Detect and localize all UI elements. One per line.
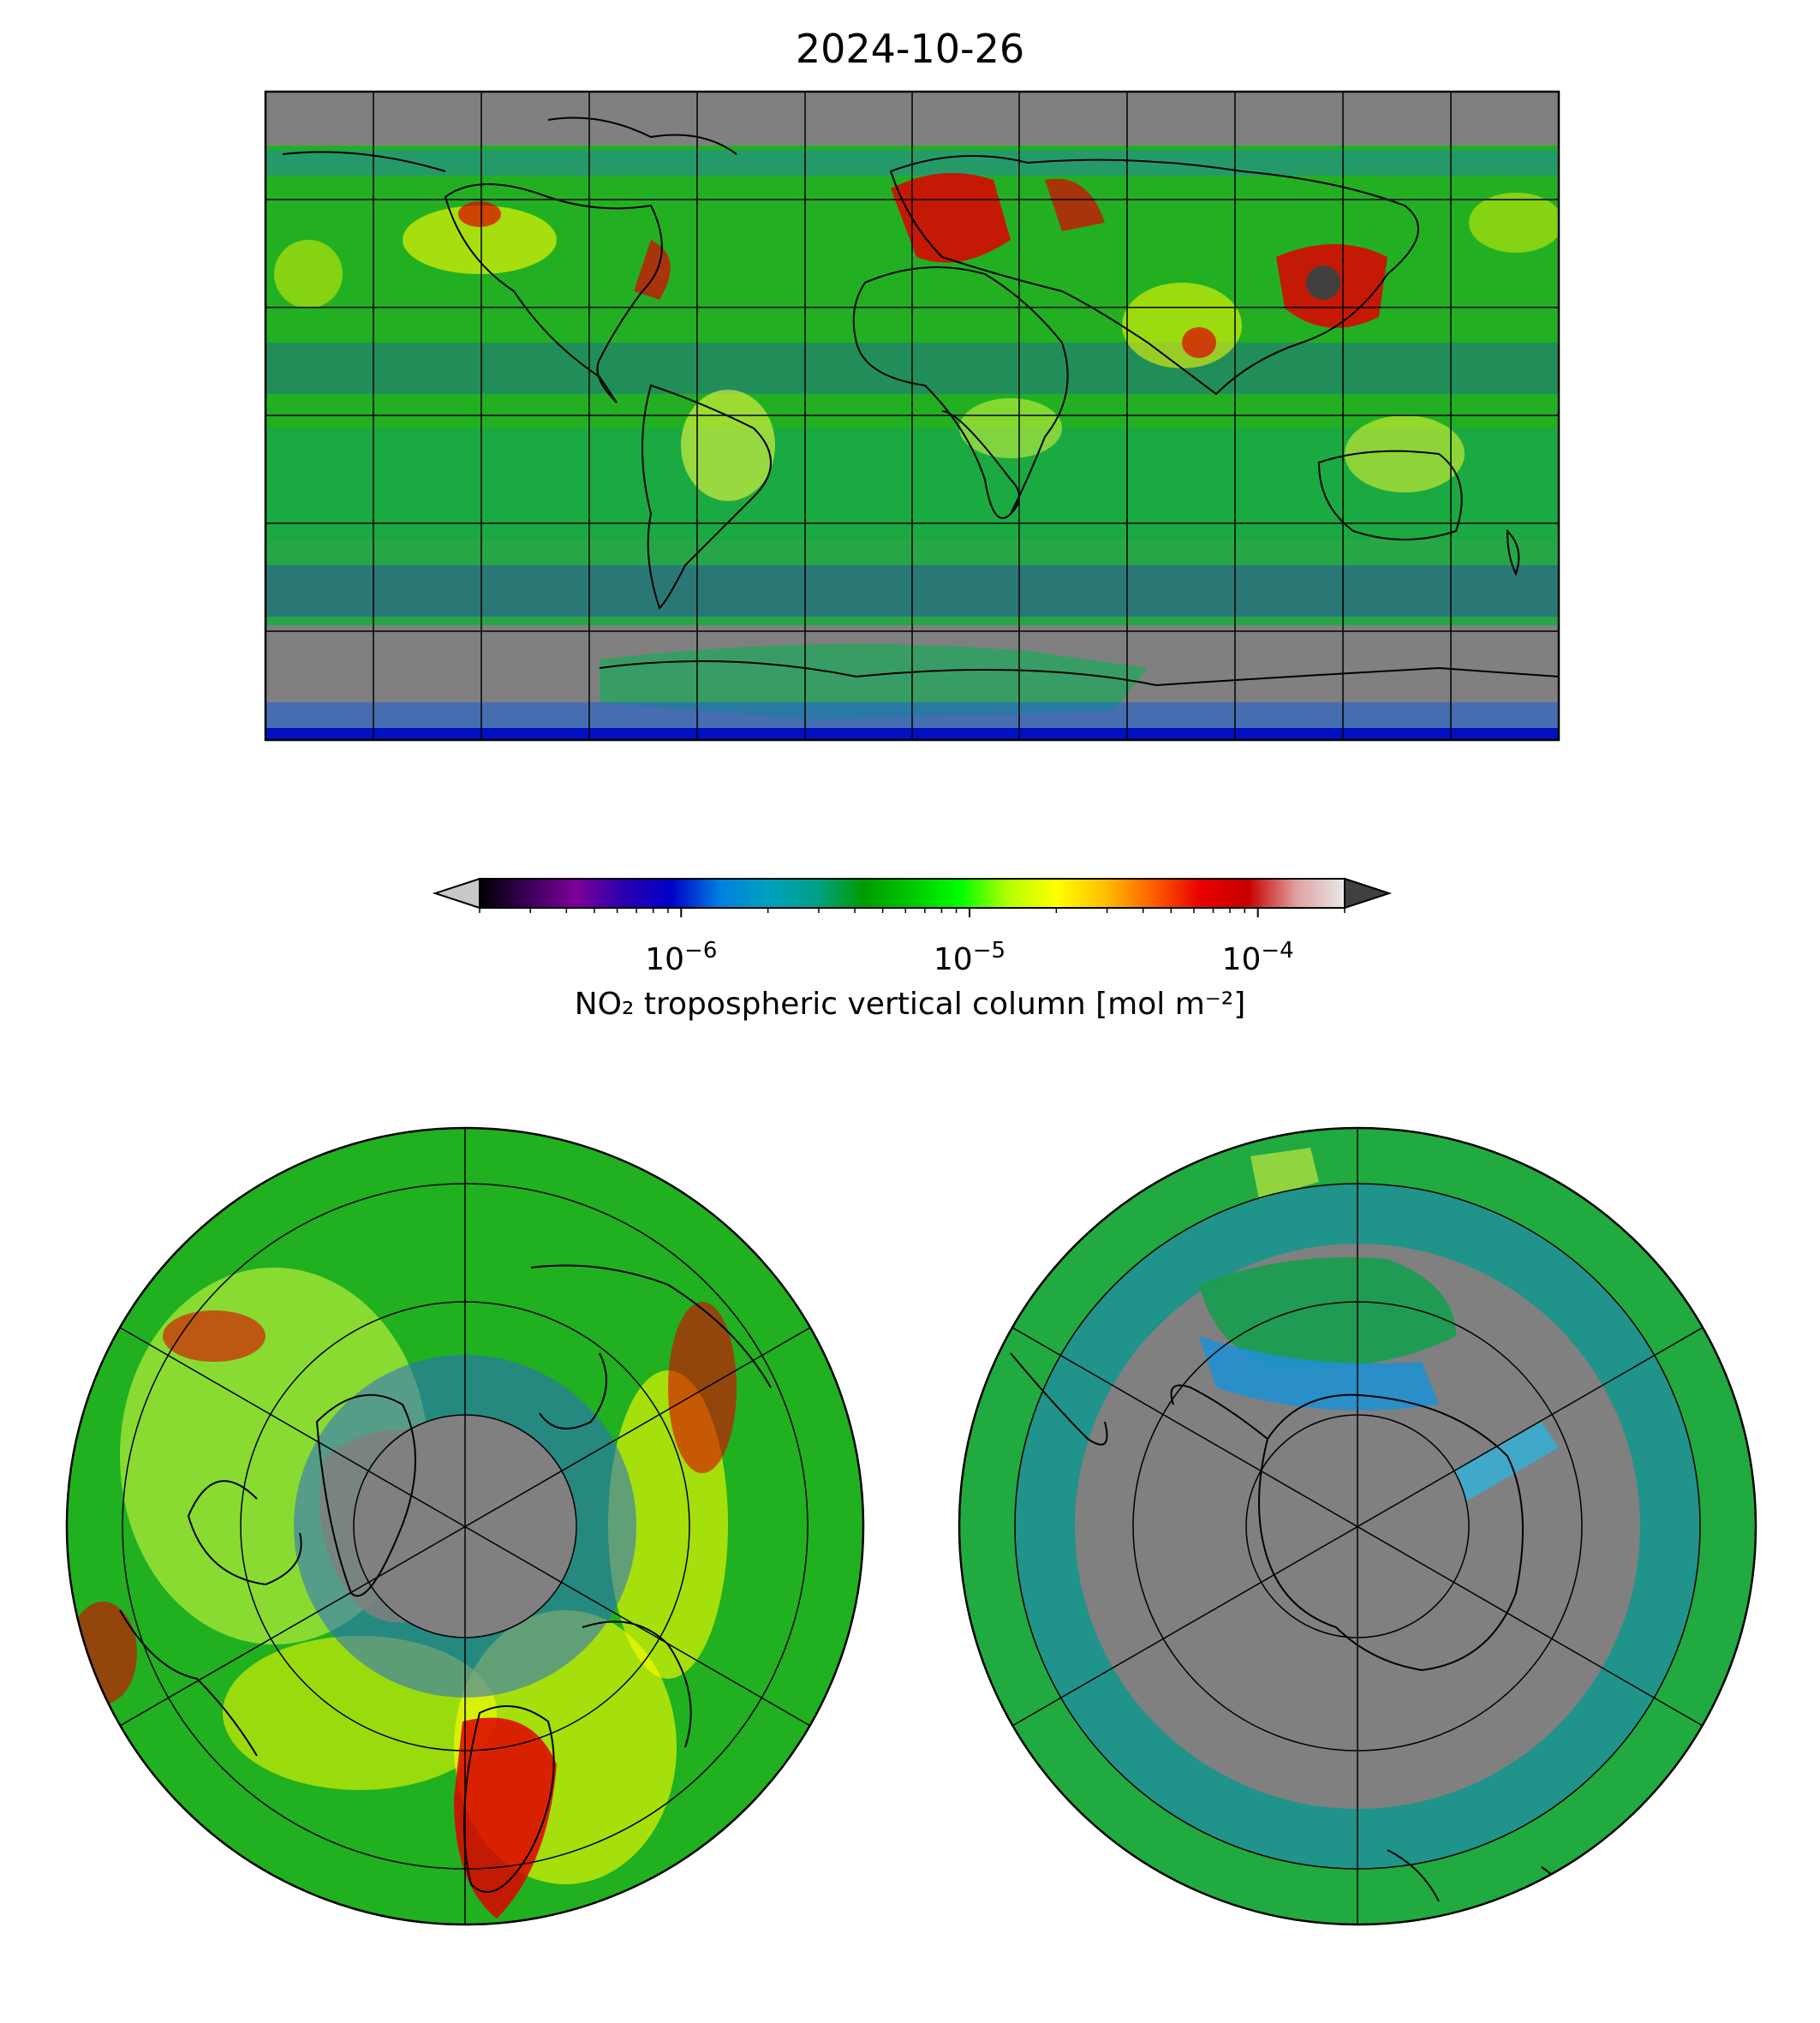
south-map-frame xyxy=(958,1126,1757,1926)
colorbar-under-extension xyxy=(432,877,480,910)
colorbar-frame xyxy=(479,878,1346,909)
south-feature-green-patch xyxy=(1199,1257,1456,1370)
north-feature-west-hotspot xyxy=(163,1310,266,1362)
north-feature-east-hotspot xyxy=(668,1302,737,1473)
south-polar-map xyxy=(958,1126,1757,1926)
feature-europe-hotspot xyxy=(891,173,1011,263)
south-graticule xyxy=(1011,1128,1704,1925)
colorbar-label: NO₂ tropospheric vertical column [mol m⁻… xyxy=(574,987,1246,1022)
north-map-frame xyxy=(65,1126,865,1926)
feature-pacific-yellow xyxy=(274,240,343,308)
north-feature-greenland-missing xyxy=(319,1429,462,1623)
feature-us-west-hotspot xyxy=(458,201,501,227)
colorbar-gradient xyxy=(480,879,1345,908)
figure-title: 2024-10-26 xyxy=(795,26,1025,72)
global-coastlines xyxy=(282,116,1559,687)
feature-s-america-yellow xyxy=(681,390,775,501)
global-map-frame xyxy=(264,90,1560,742)
south-feature-yellow xyxy=(1250,1148,1319,1199)
south-feature-swath-streak xyxy=(1447,1422,1559,1507)
north-coastlines xyxy=(119,1264,772,1893)
feature-china-saturated xyxy=(1306,266,1340,300)
colorbar: 10−6 10−5 10−4 xyxy=(432,877,1393,977)
feature-australia-yellow xyxy=(1345,415,1465,492)
feature-n-america-yellow xyxy=(403,206,557,274)
feature-india-hotspot xyxy=(1182,327,1216,358)
colorbar-ticks: 10−6 10−5 10−4 xyxy=(479,908,1346,977)
north-polar-map xyxy=(65,1126,865,1926)
global-antarctic-green xyxy=(600,644,1148,719)
feature-russia-hotspot xyxy=(1045,178,1105,231)
north-graticule xyxy=(119,1128,811,1925)
colorbar-tick-label: 10−4 xyxy=(1222,938,1294,977)
feature-africa-yellow xyxy=(959,398,1062,458)
feature-n-pacific-yellow xyxy=(1469,193,1559,253)
colorbar-tick-label: 10−6 xyxy=(645,938,717,977)
global-graticule xyxy=(266,92,1559,740)
north-feature-edge-hotspot xyxy=(69,1602,137,1704)
colorbar-over-extension xyxy=(1344,877,1393,910)
global-map xyxy=(264,90,1560,742)
colorbar-tick-label: 10−5 xyxy=(934,938,1005,977)
south-feature-blue-band xyxy=(1199,1336,1439,1411)
feature-india-yellow xyxy=(1122,283,1242,368)
